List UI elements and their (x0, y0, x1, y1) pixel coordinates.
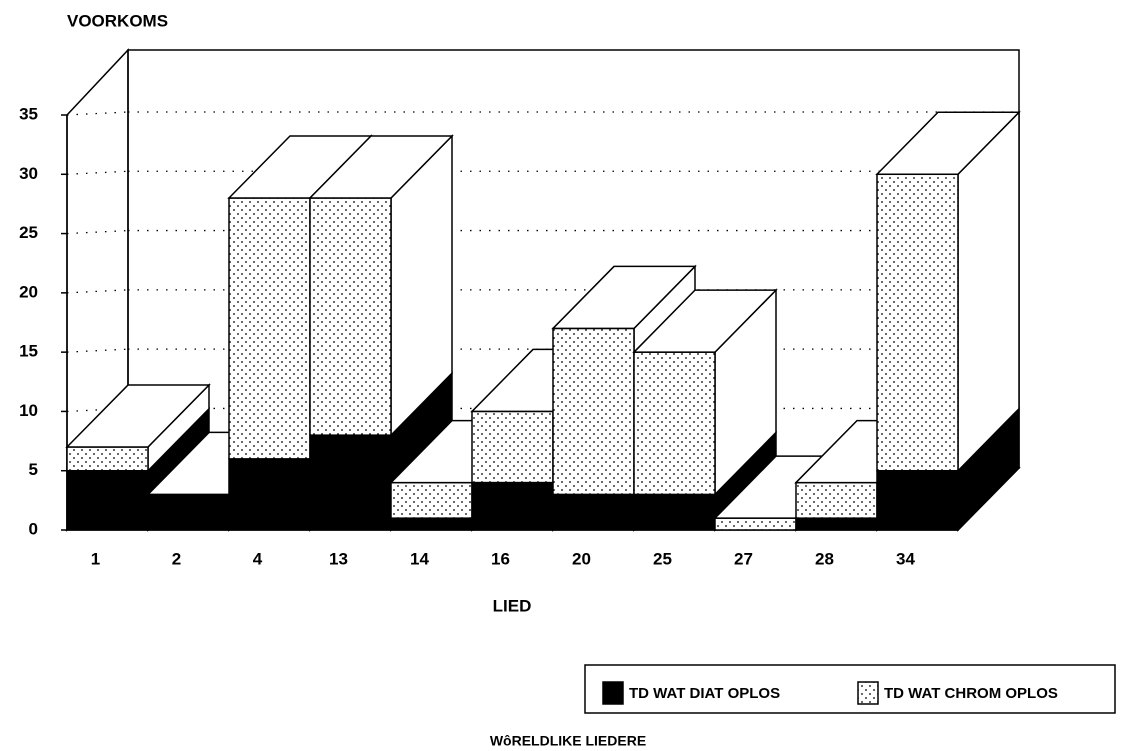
bar (876, 469, 959, 531)
x-tick-label: 16 (491, 549, 510, 568)
bar-top (632, 289, 778, 353)
y-tick-label: 30 (19, 164, 38, 183)
bar (714, 517, 797, 531)
bar (471, 410, 554, 484)
y-axis-label: VOORKOMS (67, 11, 168, 30)
bar (66, 469, 149, 531)
bar (390, 517, 473, 531)
x-tick-label: 14 (410, 549, 429, 568)
bar (795, 481, 878, 519)
chart-title: WôRELDLIKE LIEDERE (490, 733, 646, 749)
bar (633, 351, 716, 496)
y-tick-label: 10 (19, 401, 38, 420)
grid-line-side (66, 348, 129, 353)
bar (552, 327, 635, 496)
grid-line-side (66, 289, 129, 294)
x-tick-label: 20 (572, 549, 591, 568)
y-tick-label: 25 (19, 223, 38, 242)
x-tick-label: 4 (253, 549, 263, 568)
bar (795, 517, 878, 531)
bar (390, 481, 473, 519)
x-tick-label: 28 (815, 549, 834, 568)
legend-swatch (602, 681, 624, 705)
legend-swatch (857, 681, 879, 705)
bar-top (875, 111, 1021, 176)
bar-top (551, 265, 697, 330)
y-tick-label: 15 (19, 342, 38, 361)
bar (309, 434, 392, 531)
legend-label: TD WAT CHROM OPLOS (884, 685, 1058, 702)
x-tick-label: 1 (91, 549, 100, 568)
bar-top (308, 135, 454, 199)
bar (228, 458, 311, 531)
grid-line-side (66, 407, 129, 413)
x-tick-label: 13 (329, 549, 348, 568)
grid-line-side (66, 170, 129, 175)
x-axis-label: LIED (493, 596, 532, 615)
y-tick-label: 5 (29, 460, 38, 479)
bar (633, 493, 716, 531)
x-tick-label: 27 (734, 549, 753, 568)
bar (147, 493, 230, 531)
legend-label: TD WAT DIAT OPLOS (629, 685, 780, 702)
legend-box (584, 664, 1116, 714)
bar (876, 173, 959, 472)
x-tick-label: 34 (896, 549, 915, 568)
x-tick-label: 25 (653, 549, 672, 568)
bar-top (65, 384, 211, 448)
bar (66, 446, 149, 472)
y-tick-label: 0 (29, 519, 38, 538)
y-tick-label: 20 (19, 282, 38, 301)
grid-line-side (66, 111, 129, 116)
bar (309, 197, 392, 436)
bar (552, 493, 635, 531)
grid-line-side (66, 229, 129, 235)
bar (471, 481, 554, 531)
bar (228, 197, 311, 460)
x-tick-label: 2 (172, 549, 181, 568)
y-tick-label: 35 (19, 104, 38, 123)
